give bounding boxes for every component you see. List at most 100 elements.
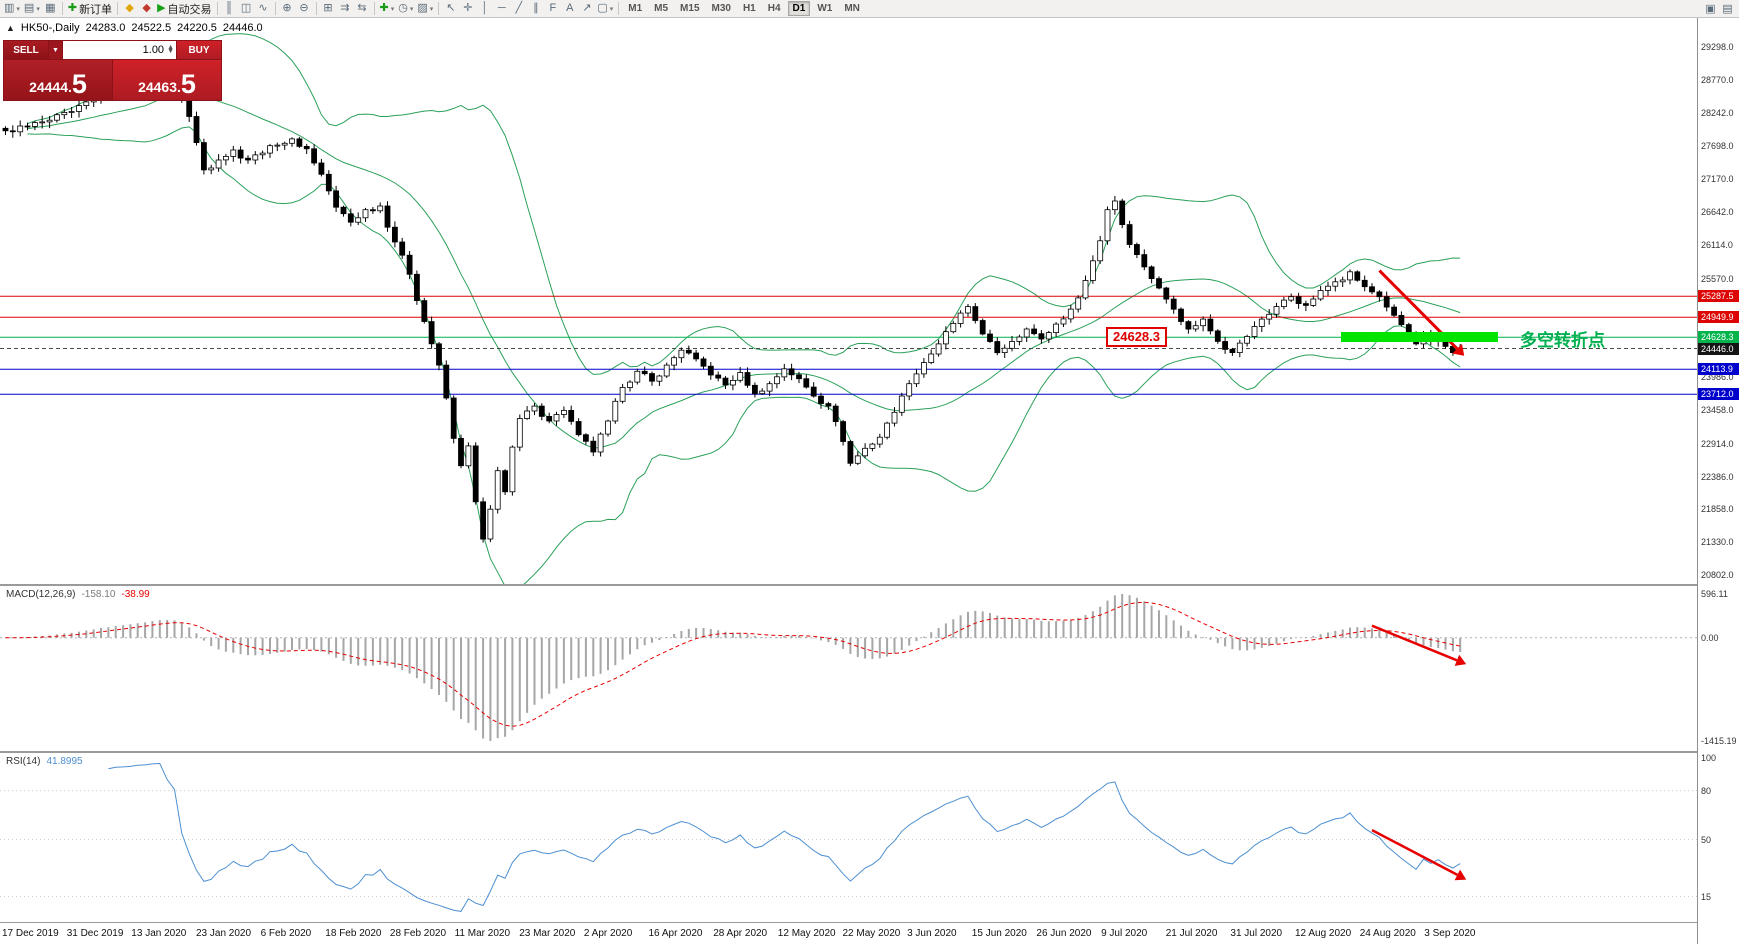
toolbar-arrows-tool-button[interactable]: ↗ [578, 1, 595, 17]
volume-up-icon[interactable]: ▲ [167, 44, 174, 51]
price-tick: 23986.0 [1701, 372, 1734, 383]
toolbar-auto-scroll-button[interactable]: ⇉ [337, 1, 354, 17]
new-order-icon: ✚ [67, 2, 78, 14]
timeframe-h1-button[interactable]: H1 [742, 3, 756, 14]
toolbar-fibonacci-button[interactable]: F [544, 1, 561, 17]
date-tick: 26 Jun 2020 [1036, 928, 1092, 939]
line-chart-icon: ∿ [258, 2, 268, 14]
timeframe-h4-button[interactable]: H4 [767, 3, 781, 14]
panel-splitter-rsi[interactable] [0, 751, 1739, 753]
toolbar-equidistant-channel-button[interactable]: ∥ [527, 1, 544, 17]
date-tick: 9 Jul 2020 [1101, 928, 1148, 939]
price-tick: 21330.0 [1701, 537, 1734, 548]
sell-price-button[interactable]: 24444. 5 [4, 60, 112, 100]
toolbar-right-group: ▣ ▤ [1702, 1, 1736, 17]
volume-value: 1.00 [142, 44, 165, 56]
toolbar-data-window-button[interactable]: ▣ [1702, 1, 1719, 17]
toolbar-templates-button[interactable]: ▨ ▾ [415, 1, 435, 17]
price-flag-annotation[interactable]: 24628.3 [1106, 327, 1167, 348]
toolbar-text-button[interactable]: A [561, 1, 578, 17]
toolbar-tile-windows-button[interactable]: ⊞ [320, 1, 337, 17]
price-badge: 24446.0 [1698, 342, 1739, 355]
price-tick: 28242.0 [1701, 107, 1734, 118]
main-price-chart[interactable] [0, 18, 1697, 584]
toolbar-algo-trading-button[interactable]: ◆ [138, 1, 155, 17]
candles [2, 60, 1464, 543]
volume-input[interactable]: 1.00 ▲ ▼ [63, 41, 176, 59]
date-tick: 6 Feb 2020 [260, 928, 312, 939]
data-window-icon: ▣ [1705, 2, 1716, 15]
one-click-menu-button[interactable]: ▼ [49, 41, 62, 59]
macd-axis-label: 596.11 [1701, 589, 1728, 599]
toolbar-line-chart-button[interactable]: ∿ [255, 1, 272, 17]
toolbar-new-chart-button[interactable]: ▥ ▾ [2, 1, 22, 17]
autotrading-icon: ▶ [157, 2, 166, 14]
rsi-line [108, 762, 1461, 912]
rsi-indicator-chart[interactable] [0, 753, 1697, 922]
date-tick: 21 Jul 2020 [1165, 928, 1218, 939]
macd-indicator-chart[interactable] [0, 586, 1697, 751]
price-badge: 24949.9 [1698, 311, 1739, 324]
toolbar-cursor-button[interactable]: ↖ [442, 1, 459, 17]
time-axis[interactable]: 17 Dec 2019 31 Dec 2019 13 Jan 2020 23 Jan … [0, 923, 1697, 944]
toolbar-separator [216, 2, 218, 15]
support-zone-bar[interactable] [1341, 332, 1498, 343]
sell-button[interactable]: SELL [4, 41, 48, 59]
rsi-down-arrow[interactable] [1371, 828, 1467, 881]
volume-down-icon[interactable]: ▼ [167, 48, 174, 55]
toolbar-new-order-button[interactable]: ✚ 新订单 [66, 1, 114, 17]
collapse-one-click-icon[interactable]: ▲ [6, 23, 15, 33]
date-tick: 23 Jan 2020 [196, 928, 252, 939]
shift-chart-icon: ⇆ [357, 2, 367, 14]
macd-main-value: -158.10 [81, 589, 116, 600]
buy-price-button[interactable]: 24463. 5 [113, 60, 221, 100]
toolbar-market-watch-button[interactable]: ▦ [42, 1, 59, 17]
panel-splitter-macd[interactable] [0, 584, 1739, 586]
toolbar-horizontal-line-button[interactable]: ─ [493, 1, 510, 17]
price-tick: 22914.0 [1701, 438, 1734, 449]
toolbar-separator [438, 2, 440, 15]
buy-price-pips: 5 [180, 68, 196, 99]
timeframe-m15-button[interactable]: M15 [680, 3, 700, 14]
equidistant-channel-icon: ∥ [533, 2, 539, 14]
toolbar-candlestick-chart-button[interactable]: ◫ [238, 1, 255, 17]
volume-spinner[interactable]: ▲ ▼ [167, 44, 174, 55]
toolbar-metaeditor-button[interactable]: ◆ [121, 1, 138, 17]
toolbar-window-list-button[interactable]: ▤ [1719, 1, 1736, 17]
date-tick: 18 Feb 2020 [325, 928, 382, 939]
macd-down-arrow[interactable] [1371, 624, 1467, 666]
market-watch-icon: ▦ [45, 2, 56, 14]
toolbar-periods-button[interactable]: ◷ ▾ [396, 1, 415, 17]
toolbar-zoom-in-button[interactable]: ⊕ [279, 1, 296, 17]
toolbar-shapes-button[interactable]: ▢ ▾ [595, 1, 615, 17]
timeframe-w1-button[interactable]: W1 [817, 3, 833, 14]
toolbar-indicators-button[interactable]: ✚ ▾ [378, 1, 397, 17]
dropdown-arrow-icon: ▾ [16, 5, 20, 13]
tile-windows-icon: ⊞ [323, 2, 333, 14]
zoom-in-icon: ⊕ [282, 2, 292, 14]
timeframe-m1-button[interactable]: M1 [628, 3, 643, 14]
toolbar-zoom-out-button[interactable]: ⊖ [296, 1, 313, 17]
price-tick: 27170.0 [1701, 174, 1734, 185]
toolbar-profiles-button[interactable]: ▤ ▾ [22, 1, 42, 17]
turning-point-label[interactable]: 多空转折点 [1520, 331, 1605, 351]
horizontal-line-icon: ─ [497, 2, 506, 14]
toolbar-separator [61, 2, 63, 15]
date-tick: 12 Aug 2020 [1295, 928, 1352, 939]
toolbar-autotrading-button[interactable]: ▶ 自动交易 [155, 1, 213, 17]
timeframe-mn-button[interactable]: MN [844, 3, 860, 14]
toolbar-trendline-button[interactable]: ╱ [510, 1, 527, 17]
timeframe-d1-button[interactable]: D1 [787, 1, 811, 16]
toolbar-vertical-line-button[interactable]: │ [476, 1, 493, 17]
bollinger-upper-band [27, 33, 1461, 375]
macd-histogram [11, 594, 1462, 741]
macd-axis-label: -1415.19 [1701, 736, 1737, 746]
timeframe-m5-button[interactable]: M5 [654, 3, 669, 14]
timeframe-m30-button[interactable]: M30 [711, 3, 731, 14]
toolbar-crosshair-button[interactable]: ✛ [459, 1, 476, 17]
buy-button[interactable]: BUY [177, 41, 221, 59]
toolbar-shift-chart-button[interactable]: ⇆ [354, 1, 371, 17]
date-tick: 15 Jun 2020 [971, 928, 1027, 939]
price-axis[interactable]: 29298.0 28770.0 28242.0 27698.0 27170.0 26642… [1697, 18, 1739, 944]
toolbar-bar-chart-button[interactable]: ║ [221, 1, 238, 17]
